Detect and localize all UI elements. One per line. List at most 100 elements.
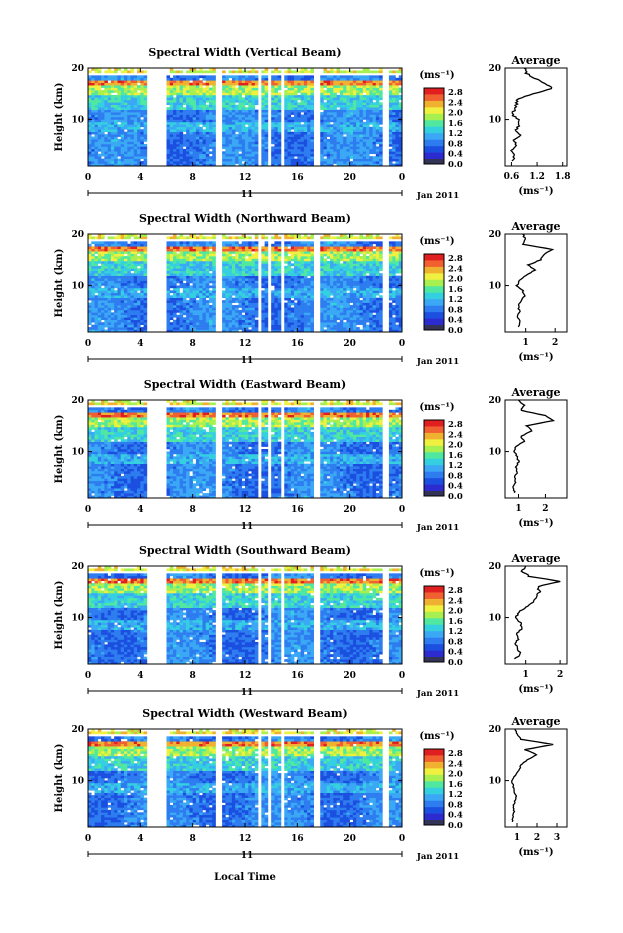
heatmap-cell bbox=[134, 283, 138, 286]
heatmap-cell bbox=[330, 70, 334, 73]
heatmap-cell bbox=[225, 300, 229, 303]
heatmap-cell bbox=[242, 303, 246, 306]
heatmap-cell bbox=[353, 146, 357, 149]
heatmap-cell bbox=[212, 122, 216, 125]
heatmap-cell bbox=[327, 107, 331, 110]
heatmap-cell bbox=[127, 132, 131, 135]
heatmap-cell bbox=[356, 95, 360, 98]
heatmap-cell bbox=[202, 327, 206, 330]
heatmap-cell bbox=[180, 115, 184, 118]
heatmap-cell bbox=[274, 139, 278, 142]
heatmap-cell bbox=[124, 317, 128, 320]
heatmap-cell bbox=[261, 276, 265, 279]
heatmap-cell bbox=[366, 85, 370, 88]
heatmap-cell bbox=[111, 90, 115, 93]
heatmap-cell bbox=[127, 115, 131, 118]
heatmap-cell bbox=[274, 142, 278, 145]
heatmap-cell bbox=[134, 88, 138, 91]
heatmap-cell bbox=[327, 80, 331, 83]
heatmap-cell bbox=[189, 298, 193, 301]
heatmap-cell bbox=[91, 151, 95, 154]
heatmap-cell bbox=[140, 93, 144, 96]
heatmap-cell bbox=[134, 276, 138, 279]
heatmap-cell bbox=[350, 310, 354, 313]
heatmap-cell bbox=[304, 290, 308, 293]
heatmap-cell bbox=[225, 283, 229, 286]
heatmap-cell bbox=[189, 97, 193, 100]
heatmap-cell bbox=[199, 288, 203, 291]
heatmap-cell bbox=[369, 288, 373, 291]
heatmap-cell bbox=[301, 75, 305, 78]
heatmap-cell bbox=[389, 288, 393, 291]
heatmap-cell bbox=[170, 70, 174, 73]
heatmap-cell bbox=[294, 110, 298, 113]
colorbar-segment bbox=[424, 120, 444, 127]
heatmap-cell bbox=[176, 93, 180, 96]
heatmap-cell bbox=[88, 100, 92, 103]
heatmap-cell bbox=[291, 146, 295, 149]
heatmap-cell bbox=[340, 97, 344, 100]
heatmap-cell bbox=[324, 93, 328, 96]
heatmap-cell bbox=[330, 97, 334, 100]
heatmap-cell bbox=[343, 144, 347, 147]
heatmap-cell bbox=[180, 300, 184, 303]
heatmap-cell bbox=[366, 117, 370, 120]
heatmap-cell bbox=[235, 305, 239, 308]
heatmap-cell bbox=[189, 154, 193, 157]
heatmap-cell bbox=[248, 115, 252, 118]
heatmap-cell bbox=[202, 93, 206, 96]
heatmap-cell bbox=[196, 127, 200, 130]
heatmap-cell bbox=[117, 159, 121, 162]
heatmap-cell bbox=[167, 95, 171, 98]
heatmap-cell bbox=[88, 303, 92, 306]
heatmap-cell bbox=[346, 78, 350, 81]
heatmap-cell bbox=[310, 115, 314, 118]
heatmap-cell bbox=[353, 105, 357, 108]
heatmap-cell bbox=[369, 295, 373, 298]
heatmap-cell bbox=[291, 80, 295, 83]
heatmap-cell bbox=[395, 300, 399, 303]
heatmap-cell bbox=[212, 93, 216, 96]
heatmap-cell bbox=[131, 281, 135, 284]
heatmap-cell bbox=[366, 310, 370, 313]
heatmap-cell bbox=[340, 115, 344, 118]
heatmap-cell bbox=[111, 142, 115, 145]
heatmap-cell bbox=[140, 290, 144, 293]
heatmap-cell bbox=[310, 80, 314, 83]
heatmap-cell bbox=[124, 100, 128, 103]
heatmap-cell bbox=[350, 308, 354, 311]
heatmap-cell bbox=[124, 95, 128, 98]
heatmap-cell bbox=[330, 117, 334, 120]
heatmap-cell bbox=[193, 78, 197, 81]
heatmap-cell bbox=[88, 93, 92, 96]
heatmap-cell bbox=[170, 276, 174, 279]
heatmap-cell bbox=[353, 137, 357, 140]
heatmap-cell bbox=[222, 151, 226, 154]
heatmap-cell bbox=[229, 107, 233, 110]
heatmap-cell bbox=[196, 295, 200, 298]
heatmap-cell bbox=[88, 88, 92, 91]
heatmap-cell bbox=[261, 70, 265, 73]
heatmap-cell bbox=[131, 132, 135, 135]
heatmap-cell bbox=[324, 283, 328, 286]
heatmap-cell bbox=[395, 151, 399, 154]
heatmap-cell bbox=[91, 93, 95, 96]
heatmap-cell bbox=[196, 312, 200, 315]
heatmap-cell bbox=[261, 132, 265, 135]
heatmap-cell bbox=[242, 293, 246, 296]
heatmap-cell bbox=[117, 310, 121, 313]
heatmap-cell bbox=[327, 278, 331, 281]
heatmap-cell bbox=[242, 276, 246, 279]
heatmap-cell bbox=[137, 278, 141, 281]
heatmap-cell bbox=[340, 327, 344, 330]
heatmap-cell bbox=[255, 90, 259, 93]
heatmap-cell bbox=[324, 303, 328, 306]
heatmap-cell bbox=[392, 322, 396, 325]
heatmap-cell bbox=[180, 102, 184, 105]
heatmap-cell bbox=[310, 312, 314, 315]
heatmap-cell bbox=[170, 134, 174, 137]
heatmap-cell bbox=[95, 303, 99, 306]
heatmap-cell bbox=[170, 110, 174, 113]
heatmap-cell bbox=[369, 276, 373, 279]
heatmap-cell bbox=[202, 312, 206, 315]
